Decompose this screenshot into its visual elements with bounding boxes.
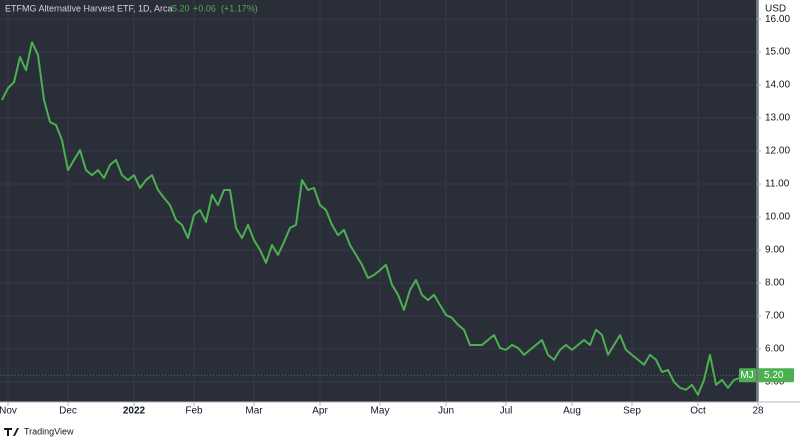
price-line <box>1 41 747 396</box>
y-tick-label: 11.00 <box>765 179 790 190</box>
x-tick-label: Dec <box>59 406 77 417</box>
brand-name: TradingView <box>24 426 74 436</box>
symbol-tag <box>739 368 756 383</box>
price-change: +0.06 <box>193 3 216 13</box>
x-tick-label: Feb <box>185 406 203 417</box>
currency-label: USD <box>765 4 786 15</box>
x-tick-label: May <box>371 406 390 417</box>
y-tick-label: 7.00 <box>765 311 785 322</box>
x-tick-label: 2022 <box>123 406 146 417</box>
y-tick-label: 10.00 <box>765 212 790 223</box>
plot-background <box>0 0 757 402</box>
brand-logo <box>4 428 19 436</box>
x-tick-label: Sep <box>623 406 641 417</box>
symbol-tag-label: MJ <box>740 370 753 381</box>
x-tick-label: 28 <box>752 406 764 417</box>
y-tick-label: 15.00 <box>765 47 790 58</box>
x-tick-label: Jun <box>438 406 454 417</box>
x-tick-label: Oct <box>690 406 706 417</box>
x-tick-label: Mar <box>245 406 263 417</box>
y-tick-label: 16.00 <box>765 14 790 25</box>
y-tick-label: 9.00 <box>765 245 785 256</box>
y-tick-label: 14.00 <box>765 80 790 91</box>
price-change-pct: (+1.17%) <box>221 3 258 13</box>
x-tick-label: Aug <box>563 406 581 417</box>
y-tick-label: 6.00 <box>765 344 785 355</box>
y-tick-label: 12.00 <box>765 146 790 157</box>
x-tick-label: Apr <box>312 406 328 417</box>
price-tag-label: 5.20 <box>764 370 784 381</box>
y-tick-label: 8.00 <box>765 278 785 289</box>
price-tag <box>758 368 794 383</box>
chart-title: ETFMG Alternative Harvest ETF, 1D, Arca <box>5 3 173 13</box>
x-tick-label: Nov <box>0 406 17 417</box>
y-tick-label: 13.00 <box>765 113 790 124</box>
last-price: 5.20 <box>172 3 190 13</box>
x-tick-label: Jul <box>500 406 513 417</box>
